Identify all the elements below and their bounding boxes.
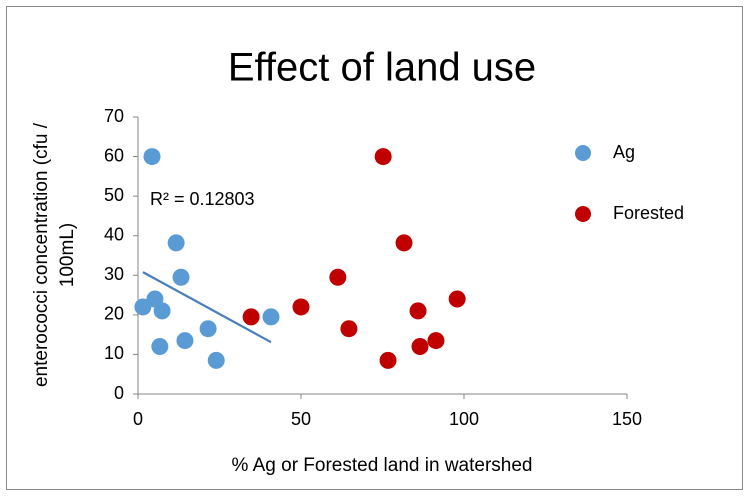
annotation: R² = 0.12803 bbox=[150, 189, 255, 209]
x-tick-label: 0 bbox=[133, 409, 143, 429]
point bbox=[199, 320, 217, 338]
x-tick-label: 50 bbox=[291, 409, 311, 429]
chart-title: Effect of land use bbox=[228, 46, 536, 90]
point bbox=[134, 298, 152, 316]
point bbox=[262, 308, 280, 326]
y-axis-label: 100mL) bbox=[57, 223, 78, 287]
point bbox=[329, 268, 347, 286]
point bbox=[151, 338, 169, 356]
y-axis-label: enterococci concentration (cfu / bbox=[31, 122, 52, 387]
point bbox=[242, 308, 260, 326]
point bbox=[374, 148, 392, 166]
chart-border bbox=[6, 6, 743, 490]
point bbox=[176, 332, 194, 350]
point bbox=[340, 320, 358, 338]
point bbox=[409, 302, 427, 320]
y-tick-label: 20 bbox=[104, 304, 124, 324]
y-tick-label: 10 bbox=[104, 343, 124, 363]
x-axis-label: % Ag or Forested land in watershed bbox=[231, 455, 532, 476]
y-tick-label: 40 bbox=[104, 224, 124, 244]
legend-label: Forested bbox=[613, 203, 684, 223]
point bbox=[379, 351, 397, 369]
point bbox=[395, 234, 413, 252]
y-tick-label: 60 bbox=[104, 145, 124, 165]
legend-label: Ag bbox=[613, 142, 635, 162]
point bbox=[411, 338, 429, 356]
legend-marker bbox=[575, 206, 591, 222]
point bbox=[143, 148, 161, 166]
point bbox=[153, 302, 171, 320]
point bbox=[292, 298, 310, 316]
point bbox=[448, 290, 466, 308]
y-tick-label: 30 bbox=[104, 264, 124, 284]
trendline bbox=[142, 271, 272, 344]
y-tick-label: 0 bbox=[114, 383, 124, 403]
x-tick-label: 100 bbox=[449, 409, 479, 429]
legend-marker bbox=[575, 145, 591, 161]
point bbox=[207, 351, 225, 369]
point bbox=[427, 332, 445, 350]
y-tick-label: 50 bbox=[104, 185, 124, 205]
y-tick-label: 70 bbox=[104, 106, 124, 126]
x-tick-label: 150 bbox=[612, 409, 642, 429]
point bbox=[167, 234, 185, 252]
point bbox=[172, 268, 190, 286]
